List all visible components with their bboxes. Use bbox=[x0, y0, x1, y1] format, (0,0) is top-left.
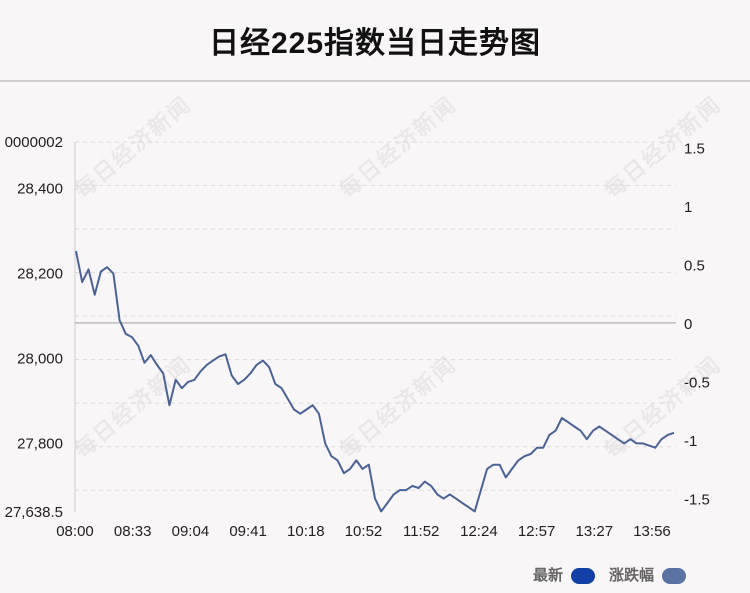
x-tick-label: 13:27 bbox=[576, 523, 614, 540]
y-left-tick-label: 28,000 bbox=[17, 351, 63, 368]
y-right-tick-label: 1.5 bbox=[684, 140, 705, 157]
x-tick-label: 09:41 bbox=[229, 523, 267, 540]
legend-change-swatch bbox=[662, 568, 687, 585]
legend-latest-label: 最新 bbox=[533, 567, 564, 584]
title-divider bbox=[0, 80, 750, 82]
y-left-tick-label: 27,800 bbox=[17, 435, 63, 452]
legend-latest[interactable]: 最新 bbox=[533, 564, 596, 585]
legend-change-label: 涨跌幅 bbox=[609, 567, 655, 584]
chart-title: 日经225指数当日走势图 bbox=[208, 27, 542, 60]
x-tick-label: 10:52 bbox=[345, 523, 383, 540]
x-tick-label: 11:52 bbox=[403, 523, 439, 540]
x-tick-label: 10:18 bbox=[287, 523, 325, 540]
y-right-tick-label: -1 bbox=[684, 433, 697, 450]
y-right-tick-label: 1 bbox=[684, 199, 692, 216]
y-left-tick-label: 0000002 bbox=[5, 134, 63, 151]
y-left-tick-label: 27,638.5 bbox=[5, 504, 63, 521]
y-left-tick-label: 28,400 bbox=[17, 181, 63, 198]
legend-change[interactable]: 涨跌幅 bbox=[609, 564, 687, 585]
y-left-tick-label: 28,200 bbox=[17, 266, 63, 283]
y-right-tick-label: 0.5 bbox=[684, 257, 705, 274]
x-tick-label: 08:33 bbox=[114, 523, 152, 540]
x-tick-label: 09:04 bbox=[172, 523, 210, 540]
series-line-latest bbox=[75, 250, 675, 513]
x-tick-label: 13:56 bbox=[633, 523, 671, 540]
x-tick-label: 12:24 bbox=[460, 523, 498, 540]
legend-latest-swatch bbox=[571, 568, 596, 585]
y-right-tick-label: 0 bbox=[684, 316, 692, 333]
y-right-tick-label: -0.5 bbox=[684, 374, 710, 391]
y-right-tick-label: -1.5 bbox=[684, 491, 710, 508]
x-tick-label: 12:57 bbox=[518, 523, 556, 540]
x-tick-label: 08:00 bbox=[56, 523, 94, 540]
